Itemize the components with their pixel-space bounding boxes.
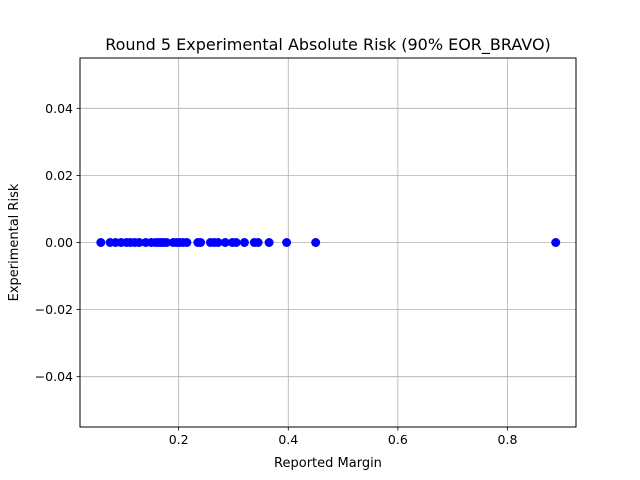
y-tick-label: −0.04 [35,369,73,384]
y-tick-label: 0.04 [45,101,73,116]
data-points [96,238,561,247]
data-point [134,238,144,247]
data-point [551,238,561,247]
x-axis-ticks: 0.2 0.4 0.6 0.8 [169,427,518,447]
y-tick-label: 0.00 [45,235,73,250]
x-tick-label: 0.8 [498,432,518,447]
x-axis-label: Reported Margin [274,456,382,471]
y-tick-label: −0.02 [35,302,73,317]
data-point [213,238,223,247]
data-point [231,238,241,247]
data-point [96,238,106,247]
data-point [220,238,230,247]
x-tick-label: 0.4 [278,432,298,447]
y-tick-label: 0.02 [45,168,73,183]
data-point [196,238,206,247]
data-point [253,238,263,247]
y-axis-ticks: −0.04 −0.02 0.00 0.02 0.04 [35,101,80,384]
data-point [239,238,249,247]
data-point [311,238,321,247]
data-point [162,238,172,247]
y-axis-label: Experimental Risk [7,183,22,301]
chart-title: Round 5 Experimental Absolute Risk (90% … [105,35,551,55]
x-tick-label: 0.6 [388,432,408,447]
data-point [264,238,274,247]
data-point [182,238,192,247]
x-tick-label: 0.2 [169,432,189,447]
data-point [282,238,292,247]
